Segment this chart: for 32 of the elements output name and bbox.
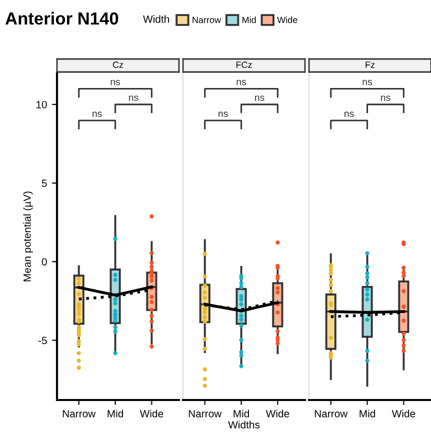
x-tick-label: Narrow bbox=[62, 410, 96, 418]
annotation: ns bbox=[254, 96, 264, 101]
chart-title: Anterior N140 bbox=[5, 12, 118, 25]
x-tick-label: Mid bbox=[234, 410, 249, 418]
annotation: ns bbox=[236, 80, 246, 86]
x-axis-title: Widths bbox=[228, 420, 260, 428]
x-tick-label: Narrow bbox=[188, 410, 222, 418]
y-tick-label: 5 bbox=[42, 180, 47, 187]
annotation: ns bbox=[380, 96, 390, 101]
legend-label: Wide bbox=[277, 16, 298, 24]
chart-subtitle: FCz bbox=[236, 62, 252, 68]
legend-label: Narrow bbox=[192, 16, 222, 24]
annotation: ns bbox=[128, 96, 138, 101]
annotation: ns bbox=[218, 112, 228, 117]
annotation: ns bbox=[92, 112, 102, 117]
chart-subtitle: Fz bbox=[366, 62, 375, 68]
x-tick-label: Wide bbox=[140, 410, 164, 418]
x-tick-label: Wide bbox=[266, 410, 290, 418]
annotation: ns bbox=[344, 112, 354, 117]
annotation: ns bbox=[362, 80, 372, 86]
x-tick-label: Wide bbox=[392, 410, 416, 418]
legend-title: Width bbox=[143, 15, 169, 23]
x-tick-label: Mid bbox=[108, 410, 123, 418]
chart-subtitle: Cz bbox=[112, 62, 124, 68]
legend-label: Mid bbox=[242, 16, 256, 24]
y-axis-title: Mean potential (µV) bbox=[23, 192, 33, 282]
x-tick-label: Mid bbox=[360, 410, 375, 418]
y-tick-label: 0 bbox=[42, 258, 47, 266]
annotation: ns bbox=[110, 80, 120, 86]
y-tick-label: -5 bbox=[38, 336, 47, 344]
y-tick-label: 10 bbox=[36, 100, 47, 108]
x-tick-label: Narrow bbox=[314, 410, 348, 418]
